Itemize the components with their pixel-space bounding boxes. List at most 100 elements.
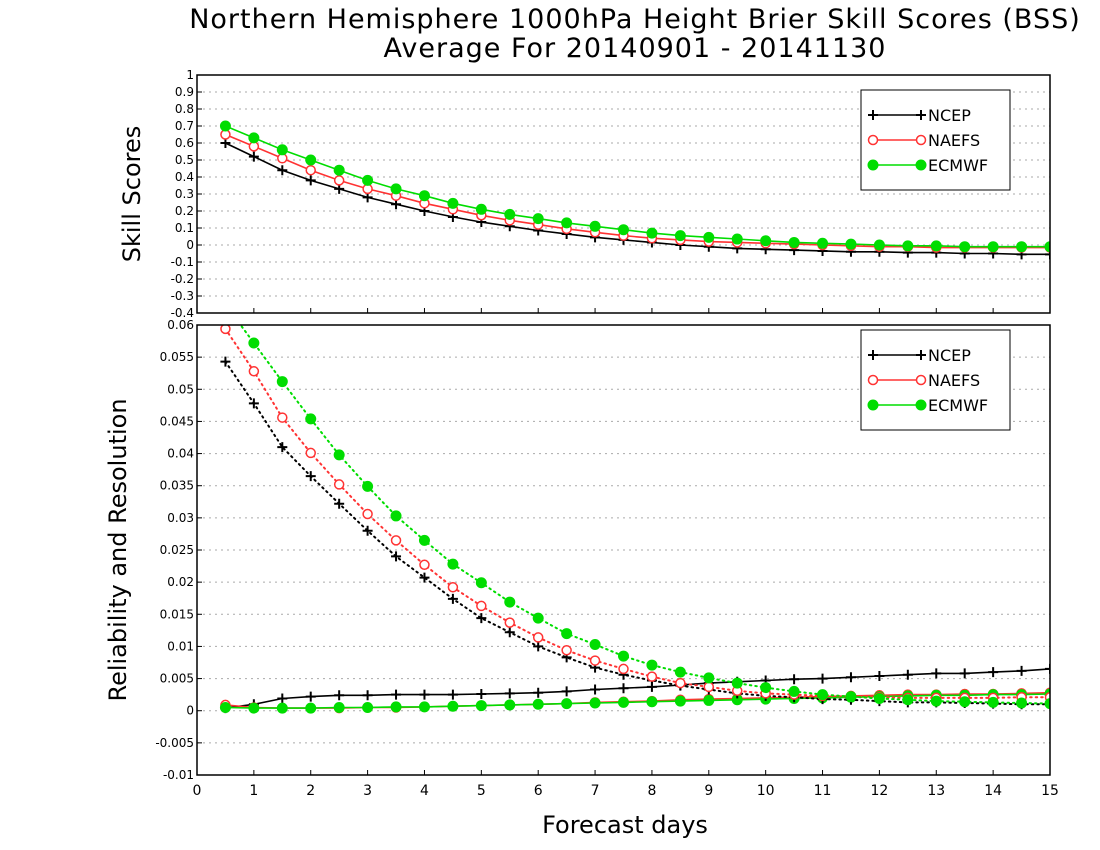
legend-marker — [915, 399, 927, 411]
x-tick-label: 4 — [420, 783, 429, 799]
y-tick-label: 0.01 — [167, 639, 194, 653]
legend-marker — [867, 134, 879, 146]
data-point-ecmwf — [362, 480, 374, 492]
data-point-ecmwf — [646, 696, 658, 708]
x-tick-label: 5 — [477, 783, 486, 799]
data-point-ecmwf — [1044, 241, 1050, 253]
data-point-ecmwf — [276, 376, 288, 388]
data-point-ncep — [476, 613, 487, 624]
y-tick-label: 0 — [186, 704, 194, 718]
data-point-ecmwf — [532, 612, 544, 624]
legend-label-ncep: NCEP — [928, 106, 971, 125]
data-point-naefs — [476, 600, 487, 612]
data-point-naefs — [504, 617, 516, 628]
data-point-ecmwf — [475, 203, 487, 215]
data-point-ecmwf — [618, 224, 629, 236]
x-tick-label: 8 — [647, 783, 656, 799]
x-tick-label: 10 — [757, 783, 775, 799]
data-point-ecmwf — [1016, 241, 1028, 253]
legend-marker — [867, 399, 879, 411]
data-point-ncep — [1045, 249, 1050, 260]
data-point-ecmwf — [987, 241, 999, 253]
data-point-ecmwf — [703, 694, 715, 706]
data-point-ncep — [874, 671, 885, 681]
legend-marker — [915, 134, 927, 146]
series-line-ecmwf-dotted — [239, 325, 1050, 705]
legend: NCEP NAEFS ECMWF — [860, 89, 1011, 191]
data-point-ecmwf — [248, 337, 260, 349]
data-point-ecmwf — [219, 702, 231, 713]
data-point-ecmwf — [504, 596, 516, 608]
data-point-ecmwf — [788, 236, 800, 248]
data-point-ecmwf — [475, 700, 487, 712]
y-tick-label: 0.055 — [160, 350, 194, 364]
data-point-ncep — [988, 667, 999, 678]
data-point-ecmwf — [276, 702, 288, 714]
series-line-naefs-dotted — [224, 327, 1050, 699]
y-tick-label: 1 — [186, 68, 194, 82]
data-point-ecmwf — [447, 558, 459, 570]
data-point-ncep — [504, 688, 515, 699]
y-tick-label: 0.025 — [160, 543, 194, 557]
data-point-ecmwf — [390, 510, 402, 522]
data-point-ncep — [419, 689, 430, 700]
data-point-naefs — [419, 559, 430, 571]
data-point-ecmwf — [1044, 698, 1050, 710]
y-tick-label: 0.005 — [160, 672, 194, 686]
data-point-ecmwf — [276, 144, 288, 156]
y-tick-label: 0.045 — [160, 414, 194, 428]
data-point-naefs — [362, 508, 373, 520]
data-point-ncep — [334, 690, 345, 701]
data-point-naefs — [390, 535, 402, 546]
y-tick-label: -0.2 — [171, 272, 194, 286]
data-point-ecmwf — [618, 696, 629, 708]
y-tick-label: -0.005 — [155, 736, 194, 750]
data-point-ecmwf — [731, 233, 743, 245]
data-point-ncep — [845, 672, 856, 683]
y-tick-label: -0.01 — [163, 768, 194, 782]
legend-marker — [915, 159, 927, 171]
data-point-ncep — [447, 689, 458, 700]
data-point-ecmwf — [220, 299, 230, 309]
data-point-ncep — [533, 641, 544, 652]
x-tick-label: 0 — [193, 783, 202, 799]
data-point-ecmwf — [333, 702, 345, 713]
y-tick-label: 0.05 — [167, 382, 194, 396]
data-point-ecmwf — [333, 164, 345, 176]
data-point-ncep — [931, 668, 942, 679]
data-point-ecmwf — [248, 702, 260, 714]
data-point-ecmwf — [873, 693, 885, 704]
data-point-ecmwf — [248, 132, 260, 144]
y-tick-label: 0.03 — [167, 511, 194, 525]
legend-label-ecmwf: ECMWF — [928, 156, 988, 175]
data-point-ncep — [305, 691, 316, 702]
data-point-ecmwf — [475, 577, 487, 589]
data-point-ncep — [789, 674, 800, 685]
data-point-ncep — [362, 690, 373, 701]
data-point-ecmwf — [305, 702, 317, 714]
legend: NCEP NAEFS ECMWF — [860, 329, 1011, 431]
data-point-ecmwf — [845, 238, 857, 250]
x-tick-label: 9 — [704, 783, 713, 799]
plot-frame — [196, 74, 1051, 314]
data-point-naefs — [447, 582, 459, 593]
legend-marker — [868, 110, 878, 120]
data-point-ecmwf — [845, 691, 857, 703]
y-tick-label: 0.5 — [175, 153, 194, 167]
data-point-naefs — [333, 479, 345, 490]
x-tick-label: 12 — [870, 783, 888, 799]
data-point-ncep — [504, 627, 515, 638]
data-point-ecmwf — [447, 197, 459, 209]
data-point-ecmwf — [674, 695, 686, 707]
data-point-naefs — [561, 645, 572, 656]
legend-marker — [916, 110, 926, 120]
data-point-ecmwf — [504, 699, 516, 711]
data-point-ecmwf — [561, 628, 573, 640]
data-point-ecmwf — [930, 240, 942, 252]
data-point-ecmwf — [561, 698, 573, 710]
data-point-ncep — [476, 689, 487, 699]
data-point-ecmwf — [618, 650, 629, 662]
data-point-ncep — [277, 165, 288, 176]
series-group — [219, 120, 1050, 260]
